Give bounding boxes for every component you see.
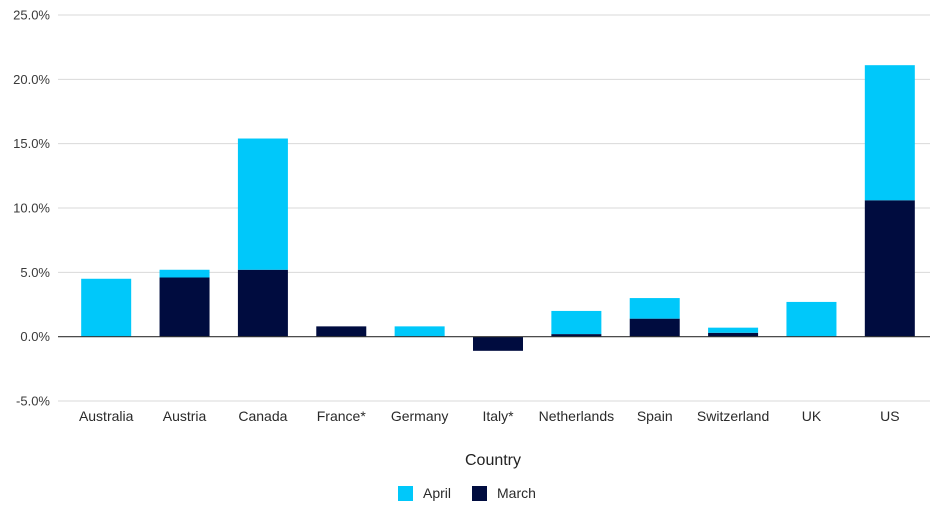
bar-april-us: [864, 65, 915, 201]
x-tick-labels: Australia Austria Canada France* Germany Ital…: [79, 408, 900, 424]
x-tick-label: Netherlands: [539, 408, 615, 424]
legend-label-april: April: [423, 485, 451, 501]
bar-april-australia: [81, 278, 132, 337]
bar-april-germany: [394, 326, 445, 337]
x-tick-label: Germany: [391, 408, 449, 424]
y-tick-label: 25.0%: [13, 8, 50, 23]
bar-march-canada: [237, 269, 288, 337]
bar-march-switzerland: [708, 332, 759, 337]
x-tick-label: Spain: [637, 408, 673, 424]
y-tick-label: 20.0%: [13, 72, 50, 87]
bar-april-uk: [786, 301, 837, 337]
x-tick-label: Canada: [238, 408, 287, 424]
bar-march-spain: [629, 318, 680, 337]
legend-swatch-march: [472, 486, 487, 501]
legend-swatch-april: [398, 486, 413, 501]
x-tick-label: Austria: [163, 408, 207, 424]
y-tick-label: 5.0%: [20, 265, 50, 280]
bar-march-netherlands: [551, 334, 602, 337]
bar-april-canada: [237, 138, 288, 270]
bar-april-austria: [159, 269, 210, 278]
bars: [81, 65, 915, 351]
bar-april-netherlands: [551, 310, 602, 335]
x-tick-label: Switzerland: [697, 408, 769, 424]
y-tick-label: 10.0%: [13, 201, 50, 216]
x-tick-label: UK: [802, 408, 822, 424]
bar-april-switzerland: [708, 327, 759, 333]
y-tick-label: 15.0%: [13, 136, 50, 151]
x-tick-label: France*: [317, 408, 367, 424]
x-axis-title: Country: [465, 452, 521, 469]
y-tick-labels: -5.0% 0.0% 5.0% 10.0% 15.0% 20.0% 25.0%: [13, 8, 50, 409]
x-tick-label: Italy*: [482, 408, 514, 424]
legend: April March: [398, 485, 536, 501]
bar-march-austria: [159, 277, 210, 337]
y-tick-label: 0.0%: [20, 329, 50, 344]
bar-march-france: [316, 326, 367, 337]
x-tick-label: US: [880, 408, 899, 424]
x-tick-label: Australia: [79, 408, 134, 424]
bar-march-italy: [473, 336, 523, 351]
bar-april-spain: [629, 298, 680, 319]
legend-label-march: March: [497, 485, 536, 501]
bar-march-us: [864, 200, 915, 337]
y-tick-label: -5.0%: [16, 394, 50, 409]
